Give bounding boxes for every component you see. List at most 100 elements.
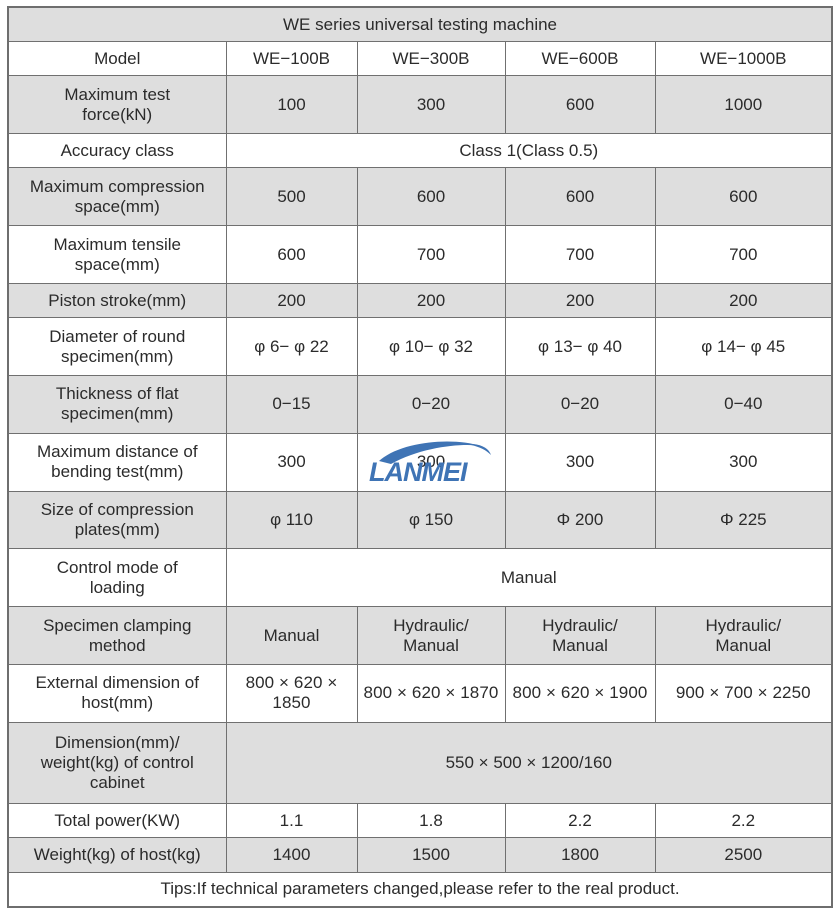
cell-value: 600 — [356, 167, 506, 227]
row-label: Model — [7, 41, 227, 77]
cell-value: 1.8 — [356, 803, 506, 839]
row-label: Diameter of round specimen(mm) — [7, 317, 227, 377]
row-label-line: Control mode of — [56, 557, 178, 577]
cell-value: 600 — [504, 167, 656, 227]
cell-value: 600 — [504, 75, 656, 135]
cell-value: 2.2 — [504, 803, 656, 839]
row-label: Total power(KW) — [7, 803, 227, 839]
table-row: Diameter of round specimen(mm) φ 6− φ 22… — [7, 317, 833, 377]
row-label-line: specimen(mm) — [61, 346, 174, 366]
cell-value: φ 110 — [225, 490, 358, 550]
cell-value: 0−20 — [356, 375, 506, 434]
row-label-line: method — [88, 635, 146, 655]
cell-value: φ 10− φ 32 — [356, 317, 506, 377]
cell-value: 200 — [356, 283, 506, 319]
cell-value: 300 — [356, 432, 506, 492]
cell-value: WE−300B — [356, 41, 506, 77]
table-row: External dimension of host(mm) 800 × 620… — [7, 664, 833, 723]
cell-value: 300 — [356, 75, 506, 135]
cell-value: 200 — [654, 283, 833, 319]
table-row: Total power(KW) 1.1 1.8 2.2 2.2 — [7, 803, 833, 839]
row-label-line: host(mm) — [81, 693, 154, 713]
cell-value: 0−40 — [654, 375, 833, 434]
table-row: Maximum tensile space(mm) 600 700 700 70… — [7, 225, 833, 285]
cell-value: 700 — [356, 225, 506, 285]
cell-value: 700 — [654, 225, 833, 285]
cell-value: Hydraulic/ Manual — [356, 606, 506, 666]
row-label: Size of compression plates(mm) — [7, 490, 227, 550]
footer-note: Tips:If technical parameters changed,ple… — [7, 871, 833, 908]
table-row: Piston stroke(mm) 200 200 200 200 — [7, 283, 833, 319]
table-row: Model WE−100B WE−300B WE−600B WE−1000B — [7, 41, 833, 77]
cell-value: 800 × 620 × 1870 — [356, 664, 506, 723]
row-label: External dimension of host(mm) — [7, 664, 227, 723]
cell-value: 0−20 — [504, 375, 656, 434]
table-footer-row: Tips:If technical parameters changed,ple… — [7, 871, 833, 908]
table-row: Maximum distance of bending test(mm) 300… — [7, 432, 833, 492]
cell-value: WE−600B — [504, 41, 656, 77]
cell-value: 1800 — [504, 837, 656, 873]
row-label: Maximum tensile space(mm) — [7, 225, 227, 285]
specification-table: WE series universal testing machine Mode… — [7, 6, 834, 908]
row-label: Dimension(mm)/ weight(kg) of control cab… — [7, 721, 227, 805]
row-label: Specimen clamping method — [7, 606, 227, 666]
row-label-line: force(kN) — [82, 104, 153, 124]
cell-value: 2500 — [654, 837, 833, 873]
row-label-line: loading — [89, 577, 145, 597]
row-label-line: Size of compression — [40, 499, 194, 519]
table-row: Size of compression plates(mm) φ 110 φ 1… — [7, 490, 833, 550]
cell-value: 1400 — [225, 837, 358, 873]
cell-value: 700 — [504, 225, 656, 285]
row-label-line: Maximum distance of — [36, 442, 198, 462]
row-label: Maximum compression space(mm) — [7, 167, 227, 227]
row-label-line: Thickness of flat — [55, 384, 179, 404]
table-row: Weight(kg) of host(kg) 1400 1500 1800 25… — [7, 837, 833, 873]
row-label-line: specimen(mm) — [61, 404, 174, 424]
cell-value-merged: 550 × 500 × 1200/160 — [225, 721, 833, 805]
row-label-line: Diameter of round — [49, 326, 186, 346]
cell-value: Hydraulic/ Manual — [654, 606, 833, 666]
table-title-row: WE series universal testing machine — [7, 6, 833, 43]
cell-value: Φ 225 — [654, 490, 833, 550]
row-label: Control mode of loading — [7, 548, 227, 608]
cell-value: 200 — [504, 283, 656, 319]
row-label-line: space(mm) — [74, 254, 160, 274]
cell-value: 300 — [654, 432, 833, 492]
cell-value: φ 13− φ 40 — [504, 317, 656, 377]
cell-value: 200 — [225, 283, 358, 319]
table-row: Maximum compression space(mm) 500 600 60… — [7, 167, 833, 227]
row-label-line: Maximum tensile — [53, 234, 182, 254]
cell-value: WE−1000B — [654, 41, 833, 77]
page-title: WE series universal testing machine — [7, 6, 833, 43]
cell-value: 600 — [225, 225, 358, 285]
cell-value: 800 × 620 × 1900 — [504, 664, 656, 723]
table-row: Maximum test force(kN) 100 300 600 1000 — [7, 75, 833, 135]
row-label-line: Specimen clamping — [43, 615, 192, 635]
cell-value-merged: Class 1(Class 0.5) — [225, 133, 833, 169]
cell-value: 600 — [654, 167, 833, 227]
table-row: Thickness of flat specimen(mm) 0−15 0−20… — [7, 375, 833, 434]
row-label-line: External dimension of — [35, 673, 199, 693]
row-label: Weight(kg) of host(kg) — [7, 837, 227, 873]
table-row: Accuracy class Class 1(Class 0.5) — [7, 133, 833, 169]
cell-value: Φ 200 — [504, 490, 656, 550]
row-label: Accuracy class — [7, 133, 227, 169]
row-label-line: space(mm) — [74, 196, 160, 216]
table-row: Dimension(mm)/ weight(kg) of control cab… — [7, 721, 833, 805]
cell-value: 300 — [225, 432, 358, 492]
cell-value: 1500 — [356, 837, 506, 873]
cell-value: 1000 — [654, 75, 833, 135]
table-row: Specimen clamping method Manual Hydrauli… — [7, 606, 833, 666]
cell-value: 1.1 — [225, 803, 358, 839]
cell-value: φ 14− φ 45 — [654, 317, 833, 377]
row-label-line: Maximum compression — [29, 176, 205, 196]
cell-value: 0−15 — [225, 375, 358, 434]
row-label-line: weight(kg) of control — [40, 752, 194, 772]
row-label: Maximum distance of bending test(mm) — [7, 432, 227, 492]
row-label-line: cabinet — [89, 773, 145, 793]
table-row: Control mode of loading Manual — [7, 548, 833, 608]
cell-value: 500 — [225, 167, 358, 227]
cell-value: φ 6− φ 22 — [225, 317, 358, 377]
row-label: Maximum test force(kN) — [7, 75, 227, 135]
